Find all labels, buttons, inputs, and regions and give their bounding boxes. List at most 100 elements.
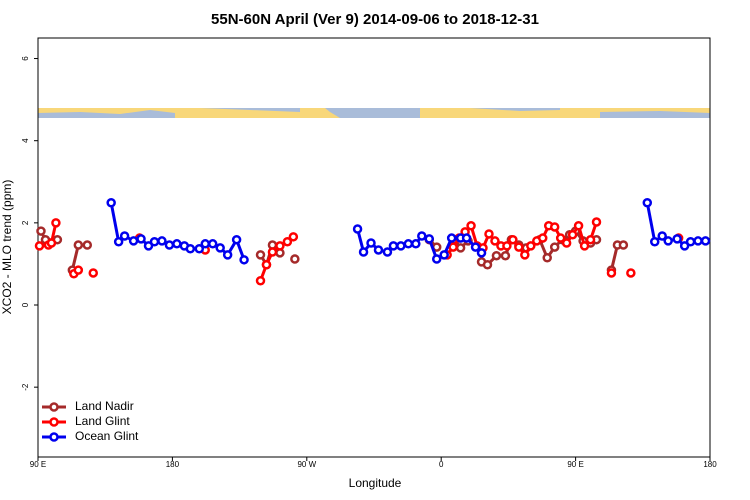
legend-label: Ocean Glint [75, 429, 139, 443]
legend-label: Land Glint [75, 414, 130, 428]
x-tick-label: 0 [439, 460, 444, 469]
point [382, 247, 393, 257]
x-tick-label: 180 [703, 460, 717, 469]
point [239, 255, 249, 265]
legend-marker [49, 402, 59, 412]
point [172, 239, 182, 249]
point [672, 234, 682, 244]
point [358, 247, 369, 257]
point [585, 234, 596, 245]
x-axis-label: Longitude [349, 476, 402, 490]
point [157, 236, 167, 246]
point [663, 236, 673, 246]
point [470, 242, 481, 252]
point [200, 239, 211, 249]
point [36, 226, 46, 236]
point [128, 236, 139, 246]
point [431, 254, 442, 264]
point [466, 220, 476, 231]
point [439, 250, 449, 260]
point [448, 242, 458, 252]
point [275, 241, 285, 251]
point [373, 245, 384, 255]
x-tick-label: 90 E [30, 460, 46, 469]
point [417, 231, 427, 241]
point [491, 250, 502, 261]
point [136, 234, 146, 244]
point [207, 239, 218, 249]
point [500, 250, 511, 261]
point [366, 238, 376, 248]
point [46, 238, 57, 248]
point [514, 242, 524, 252]
point [106, 197, 116, 208]
point [88, 268, 99, 278]
point [657, 231, 667, 241]
point [567, 230, 578, 240]
point [119, 231, 130, 241]
y-axis-label: XCO2 - MLO trend (ppm) [0, 180, 14, 315]
point [82, 240, 93, 250]
point [288, 232, 299, 242]
x-tick-label: 180 [166, 460, 180, 469]
point [455, 243, 466, 253]
point [526, 241, 536, 251]
y-tick-label: 4 [21, 138, 30, 143]
point [618, 240, 629, 250]
x-tick-label: 90 E [567, 460, 583, 469]
x-tick-label: 90 W [297, 460, 316, 469]
legend-marker [49, 432, 59, 442]
point [73, 265, 84, 275]
point [388, 241, 399, 251]
point [606, 268, 617, 278]
point [222, 250, 233, 260]
legend-marker [49, 417, 59, 427]
point [282, 236, 293, 247]
point [649, 236, 660, 247]
point [591, 217, 602, 227]
point [549, 222, 560, 232]
point [51, 218, 61, 228]
point [164, 240, 175, 250]
point [626, 268, 636, 278]
point [255, 276, 266, 286]
point [461, 233, 472, 243]
point [561, 238, 572, 248]
y-tick-label: 6 [21, 56, 30, 61]
point [403, 239, 414, 249]
point [185, 243, 196, 254]
point [424, 234, 435, 244]
point [508, 234, 518, 245]
point [573, 220, 584, 231]
point [411, 239, 421, 249]
point [484, 229, 494, 239]
point [520, 250, 530, 260]
map-strip [38, 108, 710, 118]
point [549, 242, 560, 252]
point [700, 236, 711, 246]
point [267, 247, 278, 257]
point [476, 248, 487, 258]
point [642, 197, 653, 208]
point [579, 241, 590, 251]
y-tick-label: -2 [21, 383, 30, 391]
point [693, 236, 703, 246]
point [215, 243, 225, 253]
chart-title: 55N-60N April (Ver 9) 2014-09-06 to 2018… [211, 11, 539, 28]
point [149, 236, 160, 247]
legend-label: Land Nadir [75, 399, 134, 413]
point [352, 224, 363, 234]
point [555, 233, 566, 243]
point [194, 243, 205, 254]
point [290, 254, 300, 264]
y-tick-label: 2 [21, 220, 30, 225]
point [34, 241, 45, 251]
point [255, 250, 266, 260]
point [502, 241, 512, 251]
point [685, 236, 696, 247]
point [446, 233, 457, 243]
point [73, 240, 84, 250]
point [113, 236, 124, 247]
